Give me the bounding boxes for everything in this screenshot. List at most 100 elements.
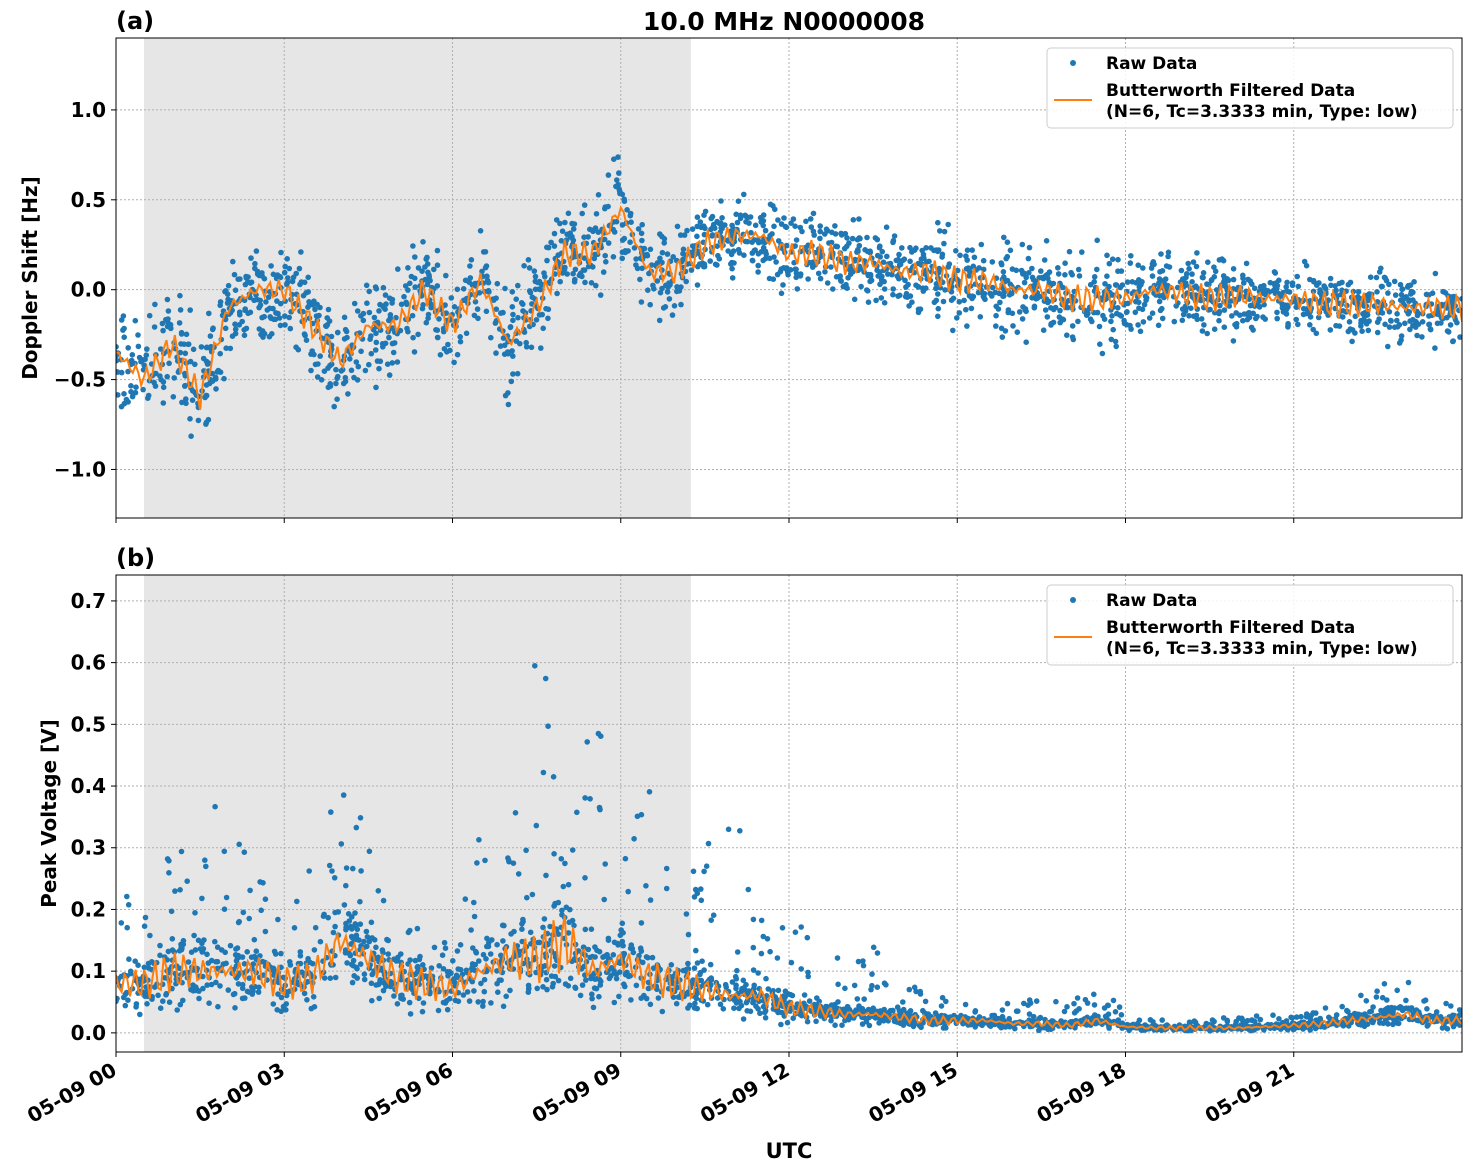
raw-data-point [647, 897, 654, 903]
raw-data-point [318, 377, 325, 383]
raw-data-point [200, 946, 207, 952]
raw-data-point [611, 229, 618, 235]
raw-data-point [166, 858, 172, 864]
raw-data-point [233, 946, 239, 952]
raw-data-point [245, 310, 251, 317]
raw-data-point [1230, 338, 1237, 344]
raw-data-point [1358, 992, 1364, 999]
raw-data-point [1379, 994, 1386, 1001]
raw-data-point [510, 353, 516, 359]
raw-data-point [192, 361, 198, 368]
raw-data-point [907, 258, 913, 265]
raw-data-point [748, 229, 754, 236]
raw-data-point [1407, 318, 1413, 324]
raw-data-point [559, 912, 565, 918]
raw-data-point [404, 301, 410, 308]
raw-data-point [509, 304, 516, 310]
raw-data-point [255, 989, 262, 995]
raw-data-point [624, 207, 630, 213]
raw-data-point [643, 954, 650, 960]
y-tick-label: 0.0 [71, 1021, 106, 1045]
raw-data-point [543, 872, 549, 879]
legend-raw-label: Raw Data [1106, 54, 1197, 74]
raw-data-point [476, 958, 482, 964]
raw-data-point [606, 975, 613, 982]
raw-data-point [551, 903, 557, 909]
raw-data-point [278, 994, 285, 1001]
raw-data-point [1432, 345, 1438, 351]
raw-data-point [221, 848, 228, 855]
raw-data-point [1046, 269, 1053, 275]
raw-data-point [1316, 280, 1322, 286]
raw-data-point [998, 260, 1004, 266]
raw-data-point [415, 331, 421, 338]
raw-data-point [1358, 323, 1364, 329]
raw-data-point [918, 1024, 924, 1031]
raw-data-point [261, 313, 268, 320]
raw-data-point [1295, 283, 1302, 290]
raw-data-point [212, 803, 218, 810]
raw-data-point [366, 361, 372, 368]
raw-data-point [638, 920, 645, 926]
raw-data-point [614, 177, 620, 183]
raw-data-point [935, 219, 941, 226]
raw-data-point [674, 284, 680, 290]
raw-data-point [1373, 274, 1380, 281]
raw-data-point [419, 1008, 426, 1015]
raw-data-point [709, 232, 716, 238]
raw-data-point [146, 312, 153, 319]
raw-data-point [420, 239, 426, 245]
raw-data-point [1457, 334, 1462, 340]
raw-data-point [1121, 320, 1128, 327]
raw-data-point [1124, 279, 1131, 285]
raw-data-point [1322, 1005, 1329, 1011]
raw-data-point [512, 810, 519, 816]
raw-data-point [1355, 289, 1362, 295]
raw-data-point [585, 263, 592, 270]
raw-data-point [1036, 1016, 1042, 1022]
raw-data-point [687, 1002, 693, 1008]
raw-data-point [509, 289, 516, 295]
raw-data-point [989, 293, 995, 299]
raw-data-point [331, 875, 338, 881]
raw-data-point [214, 369, 221, 375]
raw-data-point [685, 931, 692, 938]
raw-data-point [650, 282, 656, 289]
raw-data-point [1031, 305, 1038, 311]
raw-data-point [1374, 988, 1380, 994]
raw-data-point [1424, 1006, 1430, 1012]
raw-data-point [537, 286, 544, 293]
raw-data-point [962, 1001, 969, 1008]
raw-data-point [1434, 311, 1441, 317]
raw-data-point [740, 985, 747, 991]
raw-data-point [589, 953, 596, 960]
raw-data-point [966, 293, 973, 299]
raw-data-point [638, 299, 645, 305]
raw-data-point [900, 1006, 907, 1013]
x-tick-label: 05-09 06 [359, 1058, 457, 1128]
raw-data-point [1367, 274, 1374, 281]
raw-data-point [701, 212, 707, 218]
raw-data-point [731, 1005, 737, 1011]
raw-data-point [872, 235, 879, 241]
raw-data-point [896, 1008, 903, 1014]
x-tick-label: 05-09 12 [696, 1058, 794, 1128]
raw-data-point [355, 363, 362, 370]
raw-data-point [1020, 304, 1026, 310]
raw-data-point [164, 957, 170, 963]
raw-data-point [249, 991, 256, 997]
raw-data-point [420, 302, 426, 308]
raw-data-point [368, 980, 375, 987]
raw-data-point [310, 994, 317, 1000]
raw-data-point [1109, 256, 1116, 263]
raw-data-point [860, 958, 866, 964]
raw-data-point [314, 374, 321, 380]
raw-data-point [440, 966, 447, 972]
raw-data-point [605, 172, 612, 178]
raw-data-point [1327, 327, 1334, 333]
raw-data-point [327, 383, 334, 390]
raw-data-point [613, 218, 620, 225]
raw-data-point [907, 244, 913, 251]
raw-data-point [694, 282, 701, 288]
raw-data-point [588, 926, 595, 932]
